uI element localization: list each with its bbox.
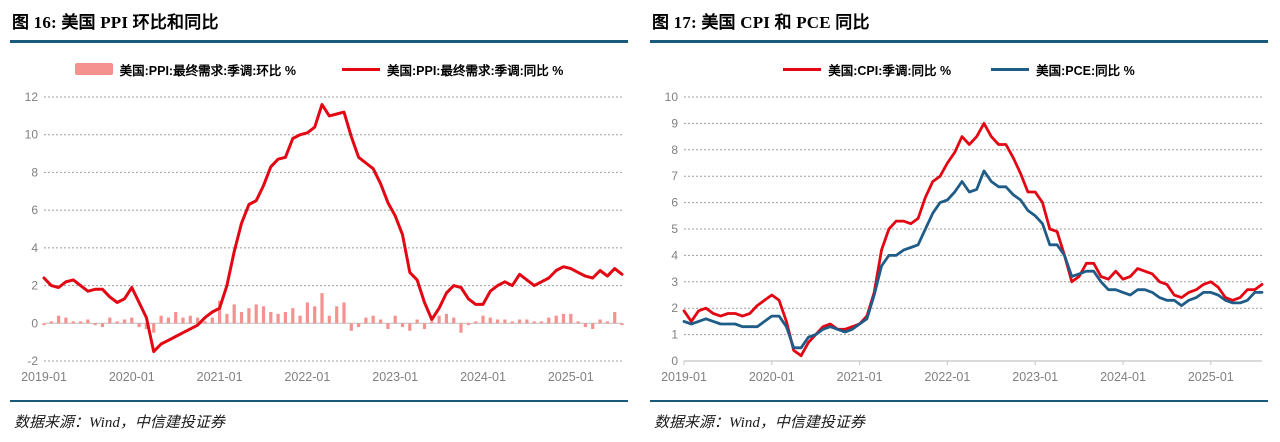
x-tick-label: 2020-01 <box>749 370 795 384</box>
legend-item-ppi-yoy: 美国:PPI:最终需求:季调:同比 % <box>342 60 563 79</box>
x-tick-label: 2025-01 <box>548 370 594 384</box>
x-tick-label: 2022-01 <box>924 370 970 384</box>
cpi-legend-label: 美国:CPI:季调:同比 % <box>828 63 952 78</box>
y-tick-label: -2 <box>27 354 38 368</box>
y-tick-label: 6 <box>31 203 38 217</box>
line-series <box>42 103 624 354</box>
x-tick-label: 2021-01 <box>197 370 243 384</box>
y-tick-label: 2 <box>31 279 38 293</box>
y-tick-label: 10 <box>665 90 679 104</box>
y-tick-label: 1 <box>671 328 678 342</box>
legend-item-pce: 美国:PCE:同比 % <box>991 60 1135 79</box>
legend-ppi: 美国:PPI:最终需求:季调:环比 % 美国:PPI:最终需求:季调:同比 % <box>10 59 628 79</box>
x-tick-label: 2025-01 <box>1188 370 1234 384</box>
y-tick-label: 8 <box>671 143 678 157</box>
source-note-left: 数据来源：Wind，中信建投证券 <box>10 400 628 442</box>
x-tick-label: 2024-01 <box>1100 370 1146 384</box>
y-tick-label: 12 <box>25 90 39 104</box>
x-tick-label: 2024-01 <box>460 370 506 384</box>
x-tick-label: 2023-01 <box>1012 370 1058 384</box>
cpi-line-swatch <box>783 67 822 71</box>
legend-item-ppi-mom: 美国:PPI:最终需求:季调:环比 % <box>74 60 296 79</box>
ppi-yoy-line-swatch <box>342 67 380 71</box>
ppi-mom-bar-swatch <box>74 63 113 75</box>
x-tick-label: 2023-01 <box>372 370 418 384</box>
y-tick-label: 5 <box>671 222 678 236</box>
pce-line-swatch <box>991 67 1030 71</box>
y-tick-label: 3 <box>671 275 678 289</box>
y-tick-label: 0 <box>671 354 678 368</box>
ppi-mom-legend-label: 美国:PPI:最终需求:季调:环比 % <box>119 63 296 78</box>
legend-item-cpi: 美国:CPI:季调:同比 % <box>783 60 951 79</box>
figure-16-title: 图 16: 美国 PPI 环比和同比 <box>10 6 628 43</box>
panel-ppi: 图 16: 美国 PPI 环比和同比 美国:PPI:最终需求:季调:环比 % 美… <box>10 6 628 442</box>
x-tick-label: 2019-01 <box>661 370 707 384</box>
x-tick-label: 2022-01 <box>284 370 330 384</box>
y-tick-label: 0 <box>31 316 38 330</box>
y-tick-label: 7 <box>671 169 678 183</box>
line-series <box>682 122 1264 358</box>
y-tick-label: 2 <box>671 301 678 315</box>
legend-cpi-pce: 美国:CPI:季调:同比 % 美国:PCE:同比 % <box>650 59 1268 79</box>
x-tick-label: 2021-01 <box>837 370 883 384</box>
bar-series <box>42 293 624 333</box>
y-tick-label: 4 <box>31 241 38 255</box>
y-tick-label: 10 <box>25 128 39 142</box>
y-tick-label: 8 <box>31 165 38 179</box>
panel-cpi-pce: 图 17: 美国 CPI 和 PCE 同比 美国:CPI:季调:同比 % 美国:… <box>640 0 1280 442</box>
ppi-yoy-legend-label: 美国:PPI:最终需求:季调:同比 % <box>387 63 564 78</box>
y-tick-label: 9 <box>671 116 678 130</box>
pce-legend-label: 美国:PCE:同比 % <box>1036 63 1135 78</box>
x-tick-label: 2020-01 <box>109 370 155 384</box>
y-tick-label: 4 <box>671 248 678 262</box>
x-tick-label: 2019-01 <box>21 370 67 384</box>
source-note-right: 数据来源：Wind，中信建投证券 <box>650 400 1268 442</box>
cpi-pce-chart-plot: 0 1 2 3 4 5 6 7 8 9 10 2019-01 2020-01 2021-01 2022-01… <box>661 90 1264 384</box>
ppi-chart-plot: -2 0 2 4 6 8 10 12 2019-01 2020-01 2021-01 2022-01 2… <box>21 90 624 384</box>
y-tick-label: 6 <box>671 196 678 210</box>
figure-17-title: 图 17: 美国 CPI 和 PCE 同比 <box>650 6 1268 43</box>
line-series <box>682 169 1264 350</box>
